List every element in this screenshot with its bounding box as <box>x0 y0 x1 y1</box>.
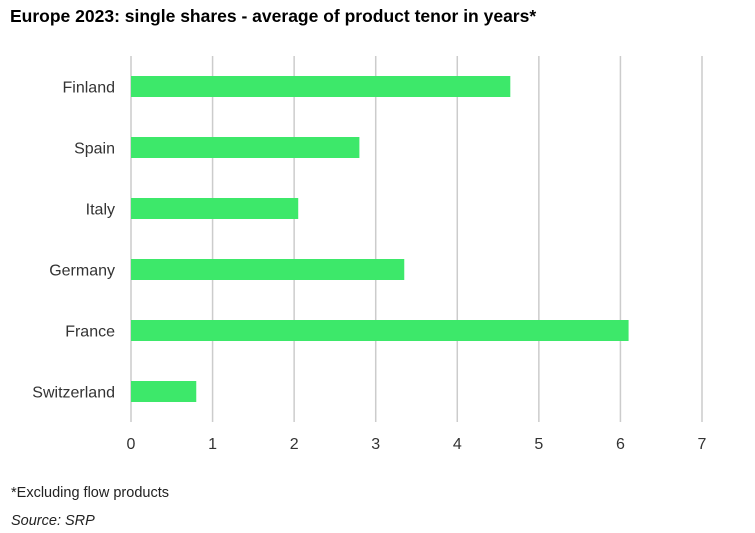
category-labels: Finland Spain Italy Germany France Switzerlan… <box>32 80 115 402</box>
x-tick-label: 1 <box>208 436 217 453</box>
x-tick-label: 4 <box>453 436 462 453</box>
x-tick-labels: 0 1 2 3 4 5 6 7 <box>127 436 707 453</box>
category-label-switzerland: Switzerland <box>32 385 115 402</box>
bars <box>131 76 629 402</box>
x-tick-label: 6 <box>616 436 625 453</box>
category-label-italy: Italy <box>86 202 115 219</box>
gridlines <box>130 56 703 422</box>
bar-spain <box>131 137 360 158</box>
category-label-germany: Germany <box>49 263 115 280</box>
footnote: *Excluding flow products <box>11 485 169 501</box>
bar-germany <box>131 259 405 280</box>
x-tick-label: 5 <box>534 436 543 453</box>
bar-finland <box>131 76 511 97</box>
x-tick-label: 3 <box>371 436 380 453</box>
chart-title: Europe 2023: single shares - average of … <box>10 6 537 26</box>
x-tick-label: 0 <box>127 436 136 453</box>
category-label-france: France <box>65 324 115 341</box>
source-note: Source: SRP <box>11 513 95 529</box>
bar-switzerland <box>131 381 197 402</box>
category-label-spain: Spain <box>74 141 115 158</box>
x-tick-label: 7 <box>698 436 707 453</box>
bar-italy <box>131 198 299 219</box>
bar-france <box>131 320 629 341</box>
x-tick-label: 2 <box>290 436 299 453</box>
category-label-finland: Finland <box>63 80 115 97</box>
